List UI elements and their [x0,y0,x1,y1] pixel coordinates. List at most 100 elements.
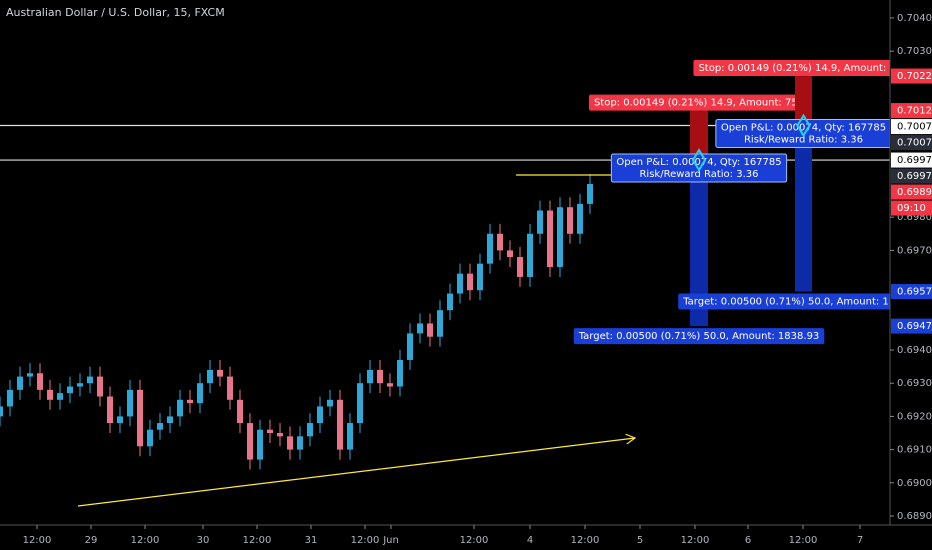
price-tag [891,284,932,300]
chart-title: Australian Dollar / U.S. Dollar, 15, FXC… [6,6,225,19]
target-label-box [678,293,929,310]
price-tag-label: 0.70076 [897,122,932,133]
pnl-label-text: Open P&L: 0.00074, Qty: 167785 [721,123,886,134]
candle-body [287,436,293,450]
candle-body [497,233,503,251]
candle-body [347,423,353,450]
candle-body [437,310,443,337]
candle-body [567,207,573,234]
candle-body [547,210,553,267]
candle-body [587,183,593,204]
trend-line[interactable] [77,438,635,507]
candle-body [197,383,203,404]
pnl-label-box [610,153,788,183]
candle-body [467,273,473,291]
candle-body [0,406,3,417]
pnl-label: Open P&L: 0.00074, Qty: 167785Risk/Rewar… [610,153,788,183]
candle-body [247,423,253,460]
stop-label-box [588,94,810,111]
target-label: Target: 0.00500 (0.71%) 50.0, Amount: 18… [573,328,825,345]
candle-body [157,423,163,430]
price-tag-label: 0.70225 [897,71,932,82]
target-zone[interactable] [690,160,708,327]
price-tag [891,68,932,84]
candle-body [377,369,383,384]
stop-zone[interactable] [690,110,708,161]
candle-body [227,376,233,400]
countdown-tag [891,200,932,216]
candle-body [137,389,143,447]
price-tag-label: 0.69972 [897,155,932,166]
cursor-handle [691,148,707,173]
candle-body [447,293,453,311]
price-tag-label: 0.69972 [897,171,932,182]
x-tick-label: 30 [197,535,210,546]
price-tag [891,119,932,135]
x-tick-label: 12:00 [681,535,710,546]
price-tag-label: 0.69472 [897,321,932,332]
price-tag-label: 0.69898 [897,187,932,198]
candle-body [427,323,433,337]
candle-body [97,376,103,397]
stop-zone[interactable] [795,76,812,126]
candle-body [147,429,153,447]
candle-body [357,383,363,424]
x-tick-label: Jun [382,535,399,546]
pnl-label-text: Risk/Reward Ratio: 3.36 [744,135,863,146]
x-tick-label: 12:00 [351,535,380,546]
candle-body [417,323,423,334]
candle-body [67,386,73,394]
target-label: Target: 0.00500 (0.71%) 50.0, Amount: 18… [678,293,929,310]
stop-label: Stop: 0.00149 (0.21%) 14.9, Amount: 750 [588,94,810,111]
candle-body [557,207,563,267]
candle-body [487,233,493,264]
candle-body [267,429,273,434]
candle-body [57,393,63,400]
x-tick-label: 4 [527,535,533,546]
candle-body [367,369,373,384]
x-tick-label: 29 [85,535,98,546]
countdown: 09:10 [897,203,926,214]
candle-body [257,429,263,460]
x-tick-label: 6 [745,535,751,546]
candle-body [217,369,223,377]
x-tick-label: 12:00 [23,535,52,546]
price-tag-label: 0.69576 [897,287,932,298]
candle-body [277,433,283,437]
price-tag [891,318,932,334]
candle-body [477,263,483,291]
target-zone[interactable] [795,125,812,292]
price-tag [891,103,932,119]
time-axis [0,525,932,550]
candle-body [407,333,413,360]
candle-body [27,373,33,377]
candle-body [207,369,213,384]
candle-body [327,399,333,407]
x-tick-label: 5 [637,535,643,546]
position-tools: Stop: 0.00149 (0.21%) 14.9, Amount: 750 T… [573,60,929,345]
candle-body [47,389,53,400]
candle-body [297,436,303,450]
price-tag-label: 0.70121 [897,106,932,117]
candle-body [187,399,193,404]
x-tick-label: 7 [857,535,863,546]
x-tick-label: 12:00 [243,535,272,546]
pnl-label-text: Risk/Reward Ratio: 3.36 [639,169,758,180]
price-tag [891,168,932,184]
x-tick-label: 12:00 [789,535,818,546]
target-label-text: Target: 0.00500 (0.71%) 50.0, Amount: 18… [578,331,820,342]
x-tick-label: 12:00 [131,535,160,546]
x-tick-label: 12:00 [460,535,489,546]
